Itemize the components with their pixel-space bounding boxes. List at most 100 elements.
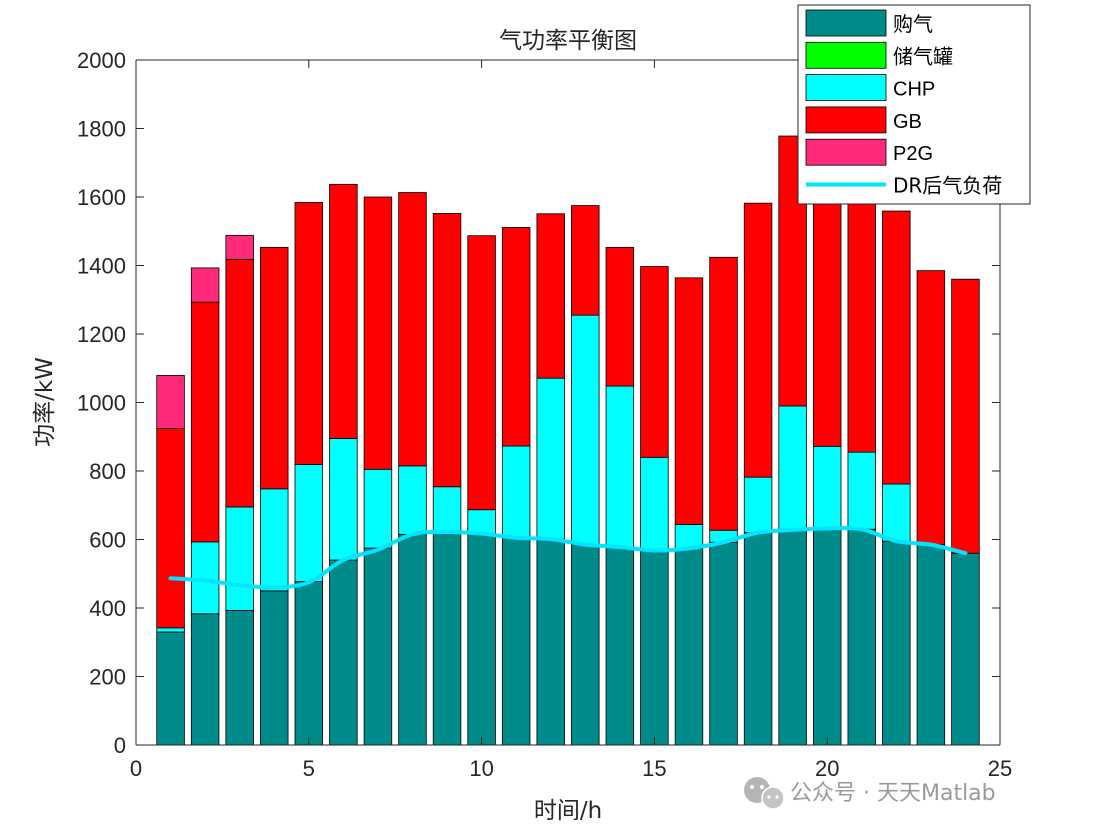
legend-label-1: 购气 xyxy=(893,12,933,36)
bar-购气-4 xyxy=(260,590,289,746)
bar-购气-16 xyxy=(674,548,704,746)
bar-GB-4 xyxy=(260,246,289,490)
bar-CHP-12 xyxy=(536,377,565,540)
bar-购气-24 xyxy=(951,552,980,746)
bar-CHP-4 xyxy=(260,488,289,592)
bar-购气-6 xyxy=(329,559,358,746)
bar-购气-8 xyxy=(398,533,427,746)
bar-P2G-2 xyxy=(190,267,220,303)
y-tick-label: 600 xyxy=(89,528,126,553)
y-axis-label: 功率/kW xyxy=(32,357,58,447)
bar-GB-21 xyxy=(847,179,876,453)
x-tick-label: 5 xyxy=(303,756,315,781)
x-tick-label: 20 xyxy=(815,756,839,781)
y-tick-label: 0 xyxy=(114,733,126,758)
bar-购气-23 xyxy=(916,544,946,746)
x-tick-label: 15 xyxy=(642,756,666,781)
bar-CHP-11 xyxy=(501,445,531,539)
series-line-dr-load xyxy=(168,526,968,590)
bar-GB-17 xyxy=(709,256,738,531)
bar-CHP-5 xyxy=(294,464,324,583)
y-tick-label: 1000 xyxy=(77,391,126,416)
x-axis-label: 时间/h xyxy=(534,798,602,824)
legend-swatch-1 xyxy=(805,9,887,37)
bar-GB-15 xyxy=(640,266,669,458)
bar-CHP-20 xyxy=(812,445,842,529)
bar-GB-20 xyxy=(812,190,842,447)
bar-GB-2 xyxy=(190,301,220,543)
x-tick-label: 10 xyxy=(469,756,493,781)
y-tick-label: 400 xyxy=(89,596,126,621)
legend-label-3: CHP xyxy=(893,79,935,101)
bar-GB-22 xyxy=(882,210,911,485)
x-tick-label: 25 xyxy=(988,756,1012,781)
bar-CHP-22 xyxy=(882,483,911,542)
y-tick-label: 200 xyxy=(89,665,126,690)
y-tick-label: 1400 xyxy=(77,254,126,279)
bar-CHP-10 xyxy=(467,509,496,535)
bar-GB-23 xyxy=(916,270,946,546)
bar-购气-10 xyxy=(467,533,496,746)
bar-CHP-14 xyxy=(605,385,635,548)
bar-GB-8 xyxy=(398,192,427,467)
legend-swatch-2 xyxy=(805,41,887,69)
legend-label-5: P2G xyxy=(893,143,933,165)
bar-CHP-7 xyxy=(363,468,393,549)
bar-购气-18 xyxy=(743,532,773,746)
bar-CHP-16 xyxy=(674,524,704,549)
bar-GB-6 xyxy=(329,183,358,439)
bar-CHP-15 xyxy=(640,456,669,551)
bar-CHP-3 xyxy=(225,506,254,611)
bar-购气-21 xyxy=(847,528,876,746)
bar-CHP-8 xyxy=(398,465,427,535)
bar-GB-5 xyxy=(294,202,324,465)
bar-CHP-18 xyxy=(743,476,773,534)
bar-购气-13 xyxy=(571,544,600,746)
bar-CHP-9 xyxy=(432,486,462,533)
bar-GB-10 xyxy=(467,235,496,511)
bar-购气-2 xyxy=(190,613,220,746)
bar-购气-5 xyxy=(294,581,324,746)
legend-label-line: DR后气负荷 xyxy=(893,174,1002,198)
watermark: 公众号 · 天天Matlab xyxy=(744,777,996,810)
bar-GB-24 xyxy=(951,278,980,554)
bar-购气-11 xyxy=(501,537,531,746)
bar-GB-7 xyxy=(363,196,393,470)
bar-购气-19 xyxy=(778,529,807,746)
bar-购气-14 xyxy=(605,546,635,746)
bar-CHP-21 xyxy=(847,451,876,530)
bar-GB-16 xyxy=(674,277,704,525)
bar-CHP-13 xyxy=(571,314,600,546)
bar-购气-3 xyxy=(225,610,254,746)
y-tick-label: 1200 xyxy=(77,322,126,347)
y-tick-label: 2000 xyxy=(77,48,126,73)
bar-GB-9 xyxy=(432,213,462,488)
bar-购气-15 xyxy=(640,550,669,746)
bars-layer xyxy=(156,135,980,746)
bar-购气-1 xyxy=(156,631,185,746)
bar-购气-12 xyxy=(536,538,565,746)
bar-GB-11 xyxy=(501,227,531,447)
legend-swatch-4 xyxy=(805,106,887,134)
y-tick-label: 1800 xyxy=(77,117,126,142)
bar-GB-3 xyxy=(225,258,254,508)
legend-label-4: GB xyxy=(893,111,922,133)
y-tick-label: 800 xyxy=(89,459,126,484)
bar-CHP-1 xyxy=(156,627,185,633)
bar-购气-9 xyxy=(432,531,462,746)
watermark-text: 公众号 · 天天Matlab xyxy=(790,781,996,806)
bar-GB-18 xyxy=(743,202,773,478)
chart-title: 气功率平衡图 xyxy=(499,28,637,54)
bar-购气-20 xyxy=(812,528,842,746)
x-tick-label: 0 xyxy=(130,756,142,781)
bar-购气-17 xyxy=(709,541,738,746)
y-tick-label: 1600 xyxy=(77,185,126,210)
bar-CHP-19 xyxy=(778,405,807,531)
bar-购气-22 xyxy=(882,540,911,746)
line-layer xyxy=(168,526,968,590)
legend-box xyxy=(797,4,1031,205)
bar-GB-12 xyxy=(536,213,565,379)
legend-swatch-3 xyxy=(805,74,887,101)
